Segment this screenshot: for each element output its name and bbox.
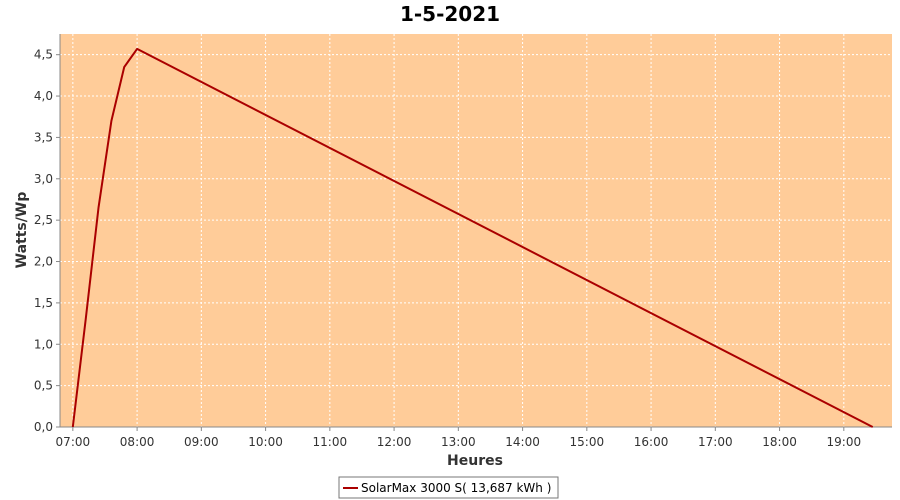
y-tick-label: 2,5: [34, 213, 53, 227]
x-axis-ticks: 07:00 08:00 09:00 10:00 11:00 12:00 13:00 14:00…: [56, 427, 862, 449]
grid: [60, 34, 892, 428]
x-tick-label: 17:00: [698, 435, 733, 449]
x-tick-label: 19:00: [827, 435, 862, 449]
x-tick-label: 15:00: [570, 435, 605, 449]
x-tick-label: 18:00: [762, 435, 797, 449]
y-tick-label: 1,0: [34, 337, 53, 351]
chart-title: 1-5-2021: [400, 2, 500, 26]
y-axis-label: Watts/Wp: [14, 192, 30, 269]
y-tick-label: 3,0: [34, 172, 53, 186]
y-tick-label: 0,0: [34, 420, 53, 434]
x-tick-label: 12:00: [377, 435, 412, 449]
x-tick-label: 10:00: [248, 435, 283, 449]
plot-area: [60, 34, 892, 427]
x-tick-label: 08:00: [120, 435, 155, 449]
y-tick-label: 0,5: [34, 379, 53, 393]
y-tick-label: 4,5: [34, 48, 53, 62]
y-tick-label: 3,5: [34, 130, 53, 144]
series-group: [71, 47, 874, 428]
x-tick-label: 16:00: [634, 435, 669, 449]
axes: [59, 34, 892, 428]
x-tick-label: 11:00: [313, 435, 348, 449]
legend-box: [338, 476, 559, 499]
legend-entry: SolarMax 3000 S( 13,687 kWh ): [361, 481, 551, 495]
series-line: [71, 47, 874, 428]
legend: SolarMax 3000 S( 13,687 kWh ): [338, 476, 559, 499]
x-axis-label: Heures: [447, 453, 503, 469]
y-axis-ticks: 0,0 0,5 1,0 1,5 2,0 2,5 3,0 3,5 4,0 4,5: [34, 48, 60, 434]
x-tick-label: 14:00: [505, 435, 540, 449]
x-tick-label: 13:00: [441, 435, 476, 449]
x-tick-label: 09:00: [184, 435, 219, 449]
y-tick-label: 1,5: [34, 296, 53, 310]
y-tick-label: 4,0: [34, 89, 53, 103]
x-tick-label: 07:00: [56, 435, 91, 449]
y-tick-label: 2,0: [34, 255, 53, 269]
